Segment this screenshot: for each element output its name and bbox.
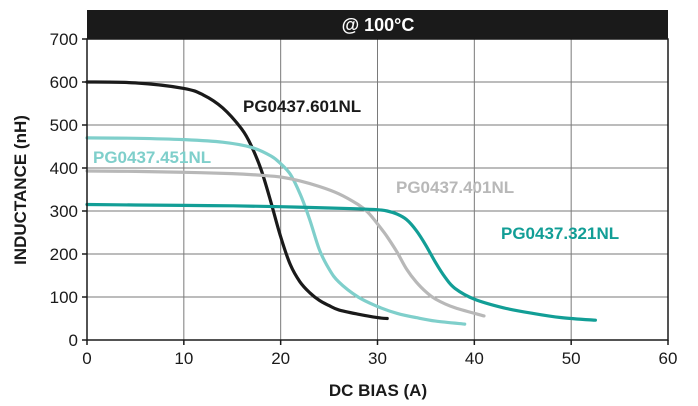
series-group [85, 80, 597, 326]
y-tick-label: 300 [50, 202, 78, 221]
y-tick-label: 200 [50, 245, 78, 264]
x-tick-label: 30 [368, 349, 387, 368]
x-axis-title: DC BIAS (A) [329, 381, 427, 400]
x-tick-label: 40 [465, 349, 484, 368]
series-line-3 [85, 202, 597, 322]
y-tick-label: 600 [50, 73, 78, 92]
series-label-3: PG0437.321NL [501, 224, 619, 243]
ticks: 0 100 200 300 400 500 600 700 0 10 20 30 40 50 60 [50, 30, 678, 368]
y-tick-label: 400 [50, 159, 78, 178]
y-axis-title: INDUCTANCE (nH) [11, 115, 30, 265]
y-tick-label: 500 [50, 116, 78, 135]
series-labels: PG0437.601NL PG0437.451NL PG0437.401NL PG04… [93, 97, 619, 243]
x-tick-label: 60 [659, 349, 678, 368]
y-tick-label: 0 [69, 331, 78, 350]
y-tick-label: 700 [50, 30, 78, 49]
series-label-0: PG0437.601NL [243, 97, 361, 116]
series-line-1 [85, 136, 467, 326]
title-bar [87, 10, 668, 39]
x-tick-label: 0 [82, 349, 91, 368]
series-line-0 [85, 80, 389, 321]
x-tick-label: 20 [271, 349, 290, 368]
series-label-2: PG0437.401NL [396, 178, 514, 197]
y-tick-label: 100 [50, 288, 78, 307]
x-tick-label: 10 [174, 349, 193, 368]
chart-title: @ 100°C [342, 15, 415, 35]
series-label-1: PG0437.451NL [93, 148, 211, 167]
x-tick-label: 50 [562, 349, 581, 368]
